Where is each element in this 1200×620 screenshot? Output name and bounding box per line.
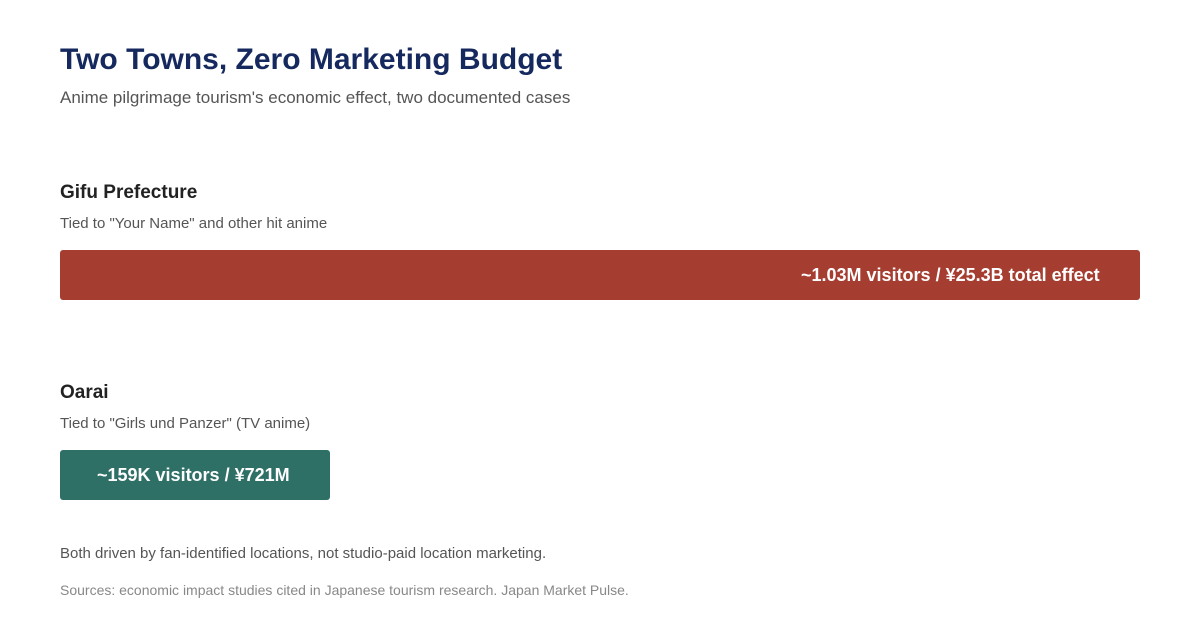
bar-track-gifu: ~1.03M visitors / ¥25.3B total effect <box>60 250 1140 300</box>
bar-oarai <box>60 450 330 500</box>
category-note-gifu: Tied to "Your Name" and other hit anime <box>60 215 328 232</box>
chart-title: Two Towns, Zero Marketing Budget <box>60 43 563 76</box>
data-label-gifu: ~1.03M visitors / ¥25.3B total effect <box>801 265 1100 285</box>
category-note-oarai: Tied to "Girls und Panzer" (TV anime) <box>60 415 311 432</box>
category-label-oarai: Oarai <box>60 382 109 403</box>
data-label-oarai: ~159K visitors / ¥721M <box>97 465 290 485</box>
category-label-gifu: Gifu Prefecture <box>60 182 198 203</box>
source-note: Sources: economic impact studies cited i… <box>60 582 629 598</box>
footnote: Both driven by fan-identified locations,… <box>60 545 547 562</box>
chart-subtitle: Anime pilgrimage tourism's economic effe… <box>60 88 571 107</box>
bar-track-oarai: ~159K visitors / ¥721M <box>60 450 1140 500</box>
bar-gifu <box>60 250 1140 300</box>
